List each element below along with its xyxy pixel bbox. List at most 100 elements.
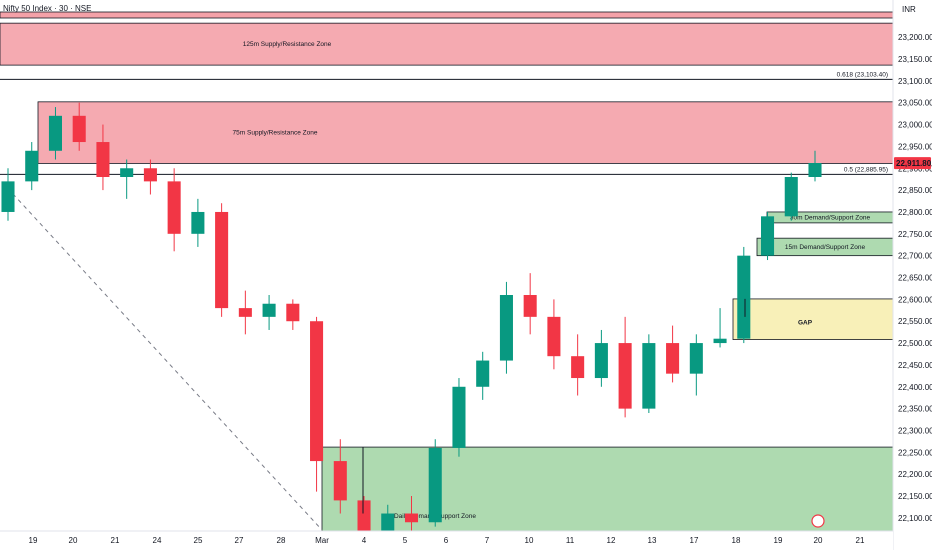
y-tick-label-14: 22,800.00 [898,208,932,217]
x-tick-label-17: 18 [732,536,741,545]
candle-body-21[interactable] [499,295,513,361]
supply-zone-top-band [0,11,894,19]
candle-body-30[interactable] [713,338,727,344]
candle-body-27[interactable] [642,343,656,409]
candle-body-3[interactable] [72,115,86,143]
candle-body-11[interactable] [262,303,276,317]
x-tick-label-1: 20 [69,536,78,545]
candle-body-25[interactable] [594,343,608,379]
symbol-title: Nifty 50 Index · 30 · NSE [3,4,91,13]
x-tick-label-10: 6 [444,536,449,545]
y-tick-label-17: 22,950.00 [898,142,932,151]
candle-body-0[interactable] [1,181,15,212]
candle-body-8[interactable] [191,211,205,234]
zone-label-3: 15m Demand/Support Zone [785,244,866,251]
y-tick-label-1: 22,150.00 [898,492,932,501]
fib-level-label-0: 0.618 (23,103.40) [837,71,888,78]
y-tick-label-15: 22,850.00 [898,186,932,195]
x-tick-label-6: 28 [277,536,286,545]
candle-body-5[interactable] [120,168,134,177]
candle-body-33[interactable] [784,177,798,217]
x-tick-label-4: 25 [194,536,203,545]
y-tick-label-11: 22,650.00 [898,274,932,283]
y-tick-label-3: 22,250.00 [898,448,932,457]
candle-body-31[interactable] [737,255,751,339]
y-tick-label-7: 22,450.00 [898,361,932,370]
candle-body-32[interactable] [761,216,775,256]
candle-body-23[interactable] [547,316,561,357]
x-tick-label-20: 21 [856,536,865,545]
candle-body-14[interactable] [333,461,347,501]
candle-body-2[interactable] [48,115,62,151]
price-axis[interactable] [893,0,932,550]
zone-5 [321,446,894,541]
candle-body-7[interactable] [167,181,181,234]
zone-label-1: 75m Supply/Resistance Zone [233,130,318,137]
dashed-trendline [1,181,323,531]
candle-body-12[interactable] [286,303,300,322]
currency-label: INR [902,5,916,14]
x-tick-label-9: 5 [403,536,408,545]
x-tick-label-14: 12 [607,536,616,545]
x-tick-label-13: 11 [566,536,575,545]
y-tick-label-9: 22,550.00 [898,317,932,326]
x-tick-label-3: 24 [153,536,162,545]
x-tick-label-19: 20 [814,536,823,545]
candle-body-28[interactable] [666,343,680,374]
x-tick-label-12: 10 [525,536,534,545]
time-axis[interactable] [0,531,893,550]
y-tick-label-12: 22,700.00 [898,252,932,261]
candle-body-26[interactable] [618,343,632,409]
x-tick-label-18: 19 [774,536,783,545]
last-price-badge [894,157,931,170]
candle-body-1[interactable] [25,150,39,182]
y-tick-label-13: 22,750.00 [898,230,932,239]
x-tick-label-8: 4 [362,536,367,545]
x-tick-label-2: 21 [111,536,120,545]
y-tick-label-5: 22,350.00 [898,405,932,414]
candle-body-13[interactable] [310,321,324,462]
zone-label-2: 30m Demand/Support Zone [790,214,871,221]
candle-body-6[interactable] [143,168,157,182]
candle-body-22[interactable] [523,295,537,317]
candle-body-34[interactable] [808,163,822,177]
y-tick-label-0: 22,100.00 [898,514,932,523]
candle-body-4[interactable] [96,142,110,177]
candle-body-20[interactable] [476,360,490,387]
candle-body-18[interactable] [428,447,442,523]
y-tick-label-22: 23,200.00 [898,33,932,42]
y-tick-label-20: 23,100.00 [898,77,932,86]
y-tick-label-6: 22,400.00 [898,383,932,392]
y-tick-label-19: 23,050.00 [898,99,932,108]
y-tick-label-21: 23,150.00 [898,55,932,64]
zone-0 [0,22,894,66]
y-tick-label-8: 22,500.00 [898,339,932,348]
x-tick-label-0: 19 [29,536,38,545]
x-tick-label-7: Mar [315,536,329,545]
gap-label: GAP [798,319,813,326]
candle-body-10[interactable] [238,308,252,317]
candle-body-24[interactable] [571,356,585,379]
candle-body-16[interactable] [381,513,395,536]
zone-label-0: 125m Supply/Resistance Zone [243,41,332,48]
y-tick-label-10: 22,600.00 [898,295,932,304]
last-price-label: 22,911.80 [896,159,932,168]
candle-body-15[interactable] [357,500,371,536]
y-tick-label-18: 23,000.00 [898,121,932,130]
candle-body-19[interactable] [452,386,466,448]
x-tick-label-5: 27 [235,536,244,545]
fib-level-label-1: 0.5 (22,885.95) [844,166,888,173]
flash-icon[interactable] [811,514,825,528]
zone-4 [732,298,894,340]
y-tick-label-4: 22,300.00 [898,426,932,435]
zone-1 [37,101,894,164]
x-tick-label-15: 13 [648,536,657,545]
candle-body-9[interactable] [215,211,229,309]
x-tick-label-16: 17 [690,536,699,545]
candle-body-17[interactable] [404,513,419,523]
y-tick-label-2: 22,200.00 [898,470,932,479]
x-tick-label-11: 7 [485,536,490,545]
candle-body-29[interactable] [689,343,703,374]
